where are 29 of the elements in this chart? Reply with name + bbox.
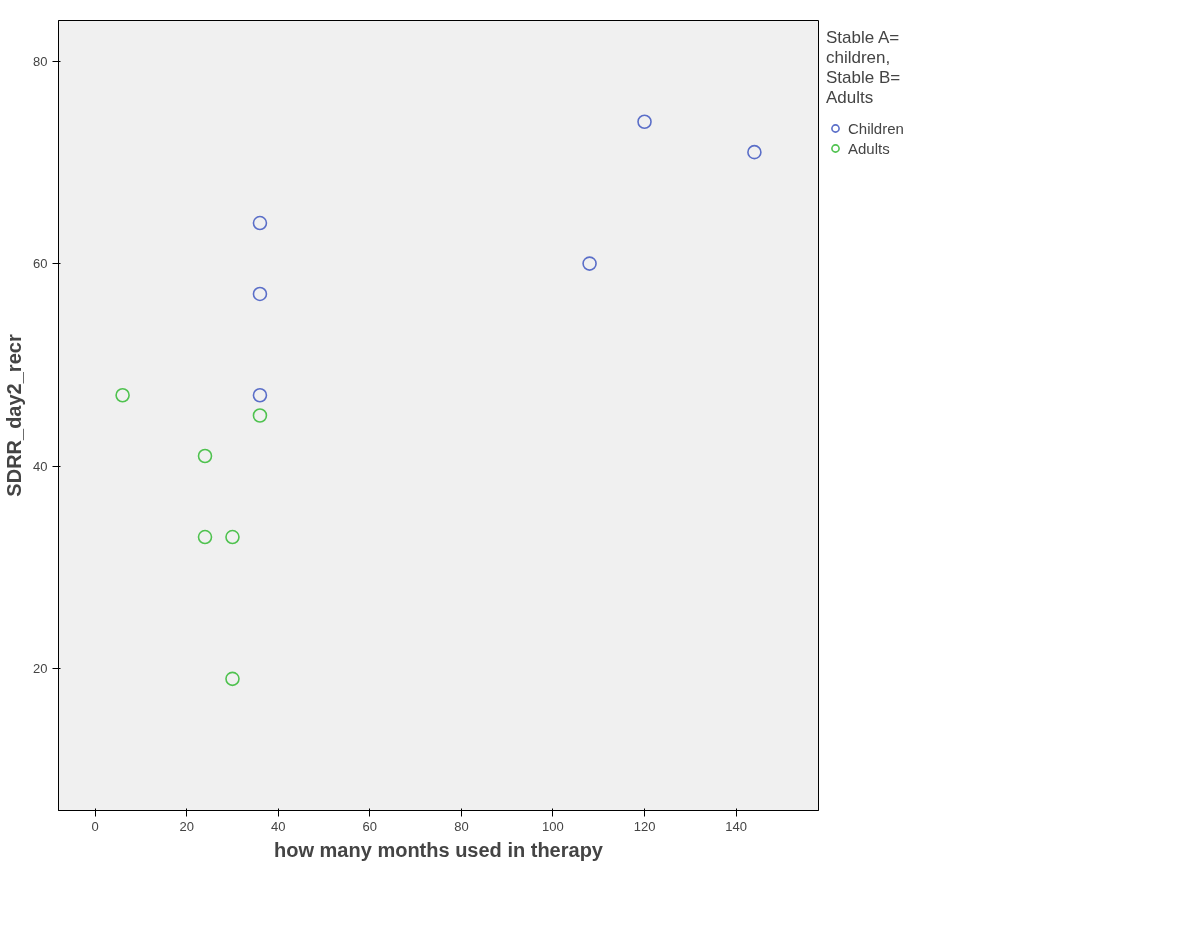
y-tick-label: 60 [33, 256, 48, 272]
point [252, 408, 268, 423]
y-tick-label: 20 [33, 661, 48, 677]
legend-label: Children [848, 119, 904, 137]
x-tick-label: 0 [91, 818, 99, 834]
point [252, 286, 268, 302]
y-axis-title: SDRR_day2_recr [3, 334, 26, 497]
point [582, 256, 597, 271]
point [197, 529, 213, 545]
y-tick-label: 40 [33, 458, 48, 474]
x-tick-label: 40 [271, 818, 286, 834]
point [225, 529, 240, 545]
point [197, 448, 213, 464]
point [252, 387, 268, 403]
point [225, 671, 240, 687]
x-tick-label: 140 [725, 818, 747, 834]
point [252, 215, 268, 231]
x-tick-label: 100 [542, 818, 564, 834]
x-tick-label: 60 [362, 818, 378, 834]
legend-label: Adults [848, 139, 890, 157]
x-tick-label: 120 [633, 818, 656, 834]
x-tick-label: 80 [454, 818, 469, 834]
legend-title: Stable A= children, Stable B= Adults [826, 28, 902, 108]
point [115, 387, 130, 403]
x-axis-title: how many months used in therapy [274, 838, 604, 861]
y-tick-label: 80 [33, 53, 48, 69]
point [637, 114, 652, 130]
point [747, 144, 762, 160]
x-tick-label: 20 [179, 818, 194, 834]
